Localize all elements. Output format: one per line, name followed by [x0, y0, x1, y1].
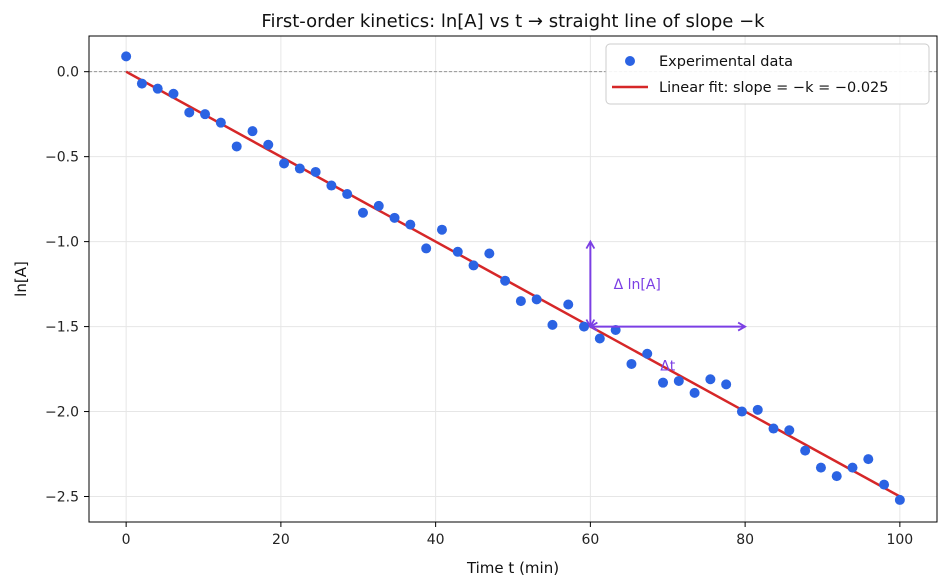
legend-marker-scatter	[625, 56, 635, 66]
data-point	[279, 158, 290, 169]
x-tick-label: 0	[122, 532, 131, 548]
data-point	[357, 207, 368, 218]
data-point	[673, 375, 684, 386]
data-point	[863, 454, 874, 465]
y-axis-label: ln[A]	[12, 261, 30, 297]
plot-frame	[88, 35, 938, 523]
data-point	[326, 180, 337, 191]
data-point	[847, 462, 858, 473]
data-point	[626, 358, 637, 369]
data-point	[594, 333, 605, 344]
y-tick-label: 0.0	[57, 65, 79, 81]
data-points	[121, 51, 905, 505]
data-point	[436, 224, 447, 235]
data-point	[310, 166, 321, 177]
data-point	[752, 404, 763, 415]
y-tick-label: −2.5	[45, 490, 79, 506]
data-point	[500, 275, 511, 286]
data-point	[468, 260, 479, 271]
x-tick-label: 80	[736, 532, 754, 548]
y-axis-ticks: 0.0 −0.5 −1.0 −1.5 −2.0 −2.5	[45, 65, 89, 506]
data-point	[294, 163, 305, 174]
data-point	[200, 109, 211, 120]
data-point	[815, 462, 826, 473]
legend-label-fit: Linear fit: slope = −k = −0.025	[659, 80, 889, 96]
x-tick-label: 40	[427, 532, 445, 548]
data-point	[405, 219, 416, 230]
data-point	[342, 189, 353, 200]
x-axis-label: Time t (min)	[466, 559, 559, 577]
data-point	[642, 348, 653, 359]
data-point	[547, 319, 558, 330]
data-point	[658, 377, 669, 388]
data-point	[373, 200, 384, 211]
delta-t-arrow-label: Δt	[660, 359, 676, 375]
x-tick-label: 60	[581, 532, 599, 548]
data-point	[168, 88, 179, 99]
data-point	[831, 471, 842, 482]
data-point	[689, 387, 700, 398]
data-point	[184, 107, 195, 118]
chart-title: First-order kinetics: ln[A] vs t → strai…	[261, 11, 765, 32]
y-tick-label: −2.0	[45, 405, 79, 421]
data-point	[705, 374, 716, 385]
data-point	[721, 379, 732, 390]
data-point	[800, 445, 811, 456]
data-point	[263, 139, 274, 150]
x-tick-label: 20	[272, 532, 290, 548]
data-point	[515, 296, 526, 307]
y-tick-label: −1.5	[45, 320, 79, 336]
delta-ln-arrow-label: Δ ln[A]	[614, 277, 661, 293]
data-point	[389, 212, 400, 223]
data-point	[231, 141, 242, 152]
data-point	[579, 321, 590, 332]
data-point	[736, 406, 747, 417]
x-axis-ticks: 0 20 40 60 80 100	[122, 522, 913, 548]
x-tick-label: 100	[886, 532, 913, 548]
legend-box	[605, 43, 930, 105]
y-tick-label: −0.5	[45, 150, 79, 166]
data-point	[452, 246, 463, 257]
data-point	[531, 294, 542, 305]
fit-line-group	[125, 70, 901, 498]
data-point	[894, 494, 905, 505]
data-point	[484, 248, 495, 259]
data-point	[421, 243, 432, 254]
y-tick-label: −1.0	[45, 235, 79, 251]
data-point	[247, 126, 258, 137]
data-point	[784, 425, 795, 436]
data-point	[136, 78, 147, 89]
legend: Experimental data Linear fit: slope = −k …	[605, 43, 930, 105]
data-point	[121, 51, 132, 62]
data-point	[768, 423, 779, 434]
legend-label-scatter: Experimental data	[659, 54, 793, 70]
data-point	[152, 83, 163, 94]
data-point	[215, 117, 226, 128]
data-point	[879, 479, 890, 490]
fit-line	[125, 70, 901, 498]
data-point	[563, 299, 574, 310]
annotations: Δ ln[A] Δt	[585, 239, 747, 375]
